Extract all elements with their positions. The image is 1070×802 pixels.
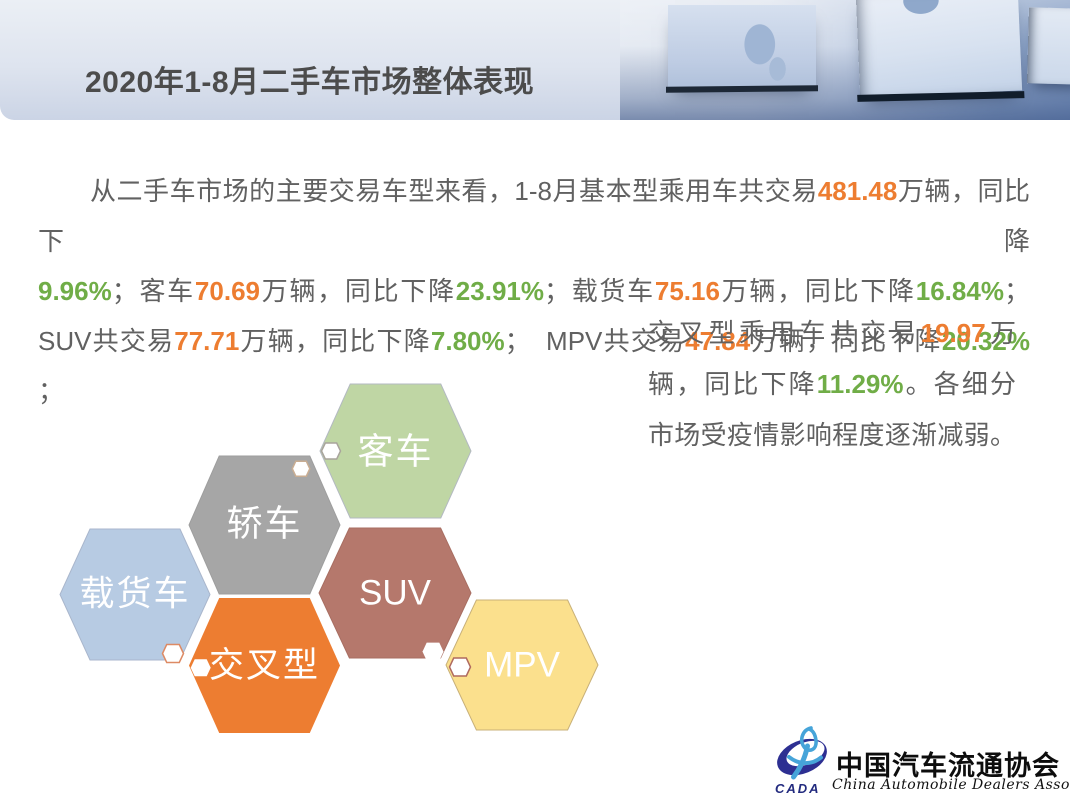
paragraph-line-1: 从二手车市场的主要交易车型来看，1-8月基本型乘用车共交易481.48万辆，同比… (38, 166, 1030, 266)
hexagon-truck-label: 载货车 (79, 575, 190, 615)
photo-cube-icon (855, 0, 1023, 98)
paragraph-line-2: 9.96%；客车70.69万辆，同比下降23.91%；载货车75.16万辆，同比… (38, 266, 1030, 316)
hexagon-suv-label: SUV (359, 574, 432, 613)
cada-logo: CADA 中国汽车流通协会 China Automobile Dealers A… (772, 724, 1070, 802)
stat-decline: 20.32% (941, 326, 1030, 356)
stat-volume: 47.84 (685, 326, 751, 356)
hexagon-mpv (445, 599, 599, 731)
text-segment: 万辆，同比下降 (750, 326, 942, 356)
cada-acronym: CADA (775, 781, 821, 796)
hexagon-sedan-label: 轿车 (226, 504, 302, 545)
photo-cube-icon (1027, 7, 1070, 85)
stat-decline: 23.91% (455, 276, 544, 306)
stat-volume: 19.97 (920, 318, 986, 348)
market-summary-paragraph: 从二手车市场的主要交易车型来看，1-8月基本型乘用车共交易481.48万辆，同比… (38, 166, 1030, 416)
text-segment: 交叉型乘用车共交易 (648, 318, 921, 348)
stat-decline: 7.80% (430, 326, 505, 356)
paragraph-line-4: 交叉型乘用车共交易19.97万 (648, 308, 1016, 359)
text-segment: 万辆，同比下降 (38, 176, 1030, 256)
connector-hexagon-icon (190, 659, 211, 677)
header-photo (620, 0, 1070, 120)
hexagon-suv (318, 527, 472, 659)
stat-volume: 481.48 (817, 176, 898, 206)
page-title: 2020年1-8月二手车市场整体表现 (85, 66, 535, 100)
photo-cube-icon (668, 5, 816, 87)
hexagon-mpv-label: MPV (484, 646, 561, 685)
connector-hexagon-icon (422, 642, 444, 661)
text-segment: 。各细分 (903, 369, 1016, 399)
stat-volume: 70.69 (194, 276, 260, 306)
stat-decline: 11.29% (816, 369, 904, 399)
text-segment: 万辆，同比下降 (719, 276, 916, 306)
stat-volume: 75.16 (654, 276, 720, 306)
text-segment: ；载货车 (543, 276, 655, 306)
market-summary-right-column: 交叉型乘用车共交易19.97万 辆，同比下降11.29%。各细分 市场受疫情影响… (648, 308, 1016, 461)
org-name-english: China Automobile Dealers Association (832, 777, 1070, 793)
cada-logo-mark-icon (777, 726, 827, 780)
text-segment: 万 (985, 318, 1016, 348)
connector-hexagon-icon (448, 657, 472, 677)
hexagon-bus (319, 383, 472, 519)
hexagon-crossover-label: 交叉型 (209, 646, 320, 686)
hexagon-crossover (189, 598, 340, 733)
text-segment: 万辆，同比下降 (260, 276, 456, 306)
text-segment: 市场受疫情影响程度逐渐减弱。 (648, 420, 1016, 450)
text-segment: ； MPV共交易 (504, 326, 686, 356)
paragraph-line-6: 市场受疫情影响程度逐渐减弱。 (648, 410, 1016, 461)
text-segment: 辆，同比下降 (648, 369, 817, 399)
text-segment: ；客车 (111, 276, 195, 306)
paragraph-line-3: SUV共交易77.71万辆，同比下降7.80%； MPV共交易47.84万辆，同… (38, 316, 1030, 416)
connector-hexagon-icon (291, 460, 311, 477)
connector-hexagon-icon (161, 643, 185, 664)
org-name-chinese: 中国汽车流通协会 (836, 751, 1060, 782)
stat-decline: 9.96% (38, 276, 112, 306)
paragraph-line-5: 辆，同比下降11.29%。各细分 (648, 359, 1016, 410)
hexagon-bus-label: 客车 (357, 432, 433, 473)
hexagon-sedan (188, 455, 341, 595)
title-bar: 2020年1-8月二手车市场整体表现 (0, 0, 1070, 120)
text-segment: ； (1003, 276, 1030, 306)
text-segment: 从二手车市场的主要交易车型来看，1-8月基本型乘用车共交易 (90, 176, 818, 206)
connector-hexagon-icon (320, 442, 342, 460)
stat-decline: 16.84% (915, 276, 1004, 306)
text-segment: SUV共交易 (38, 326, 175, 356)
text-segment: ； (38, 376, 65, 406)
text-segment: 万辆，同比下降 (239, 326, 431, 356)
stat-volume: 77.71 (174, 326, 240, 356)
vehicle-type-hexagon-diagram: 客车 轿车 载货车 SUV 交叉型 MPV (59, 383, 599, 733)
